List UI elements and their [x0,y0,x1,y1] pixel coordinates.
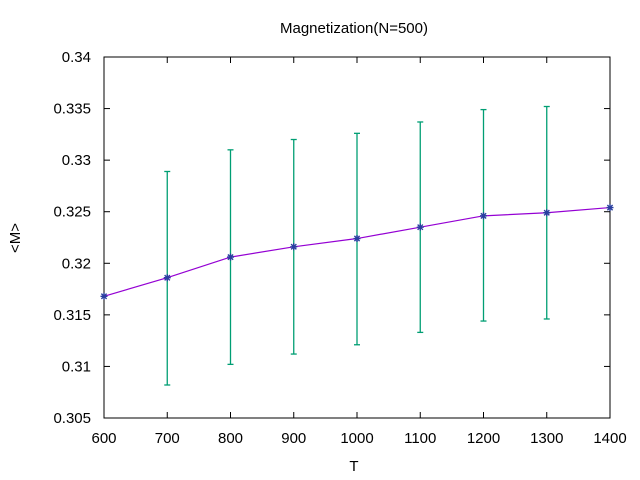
data-point [290,243,298,251]
y-tick-label: 0.325 [53,204,91,221]
data-point [606,204,614,212]
chart-title: Magnetization(N=500) [280,20,428,37]
x-axis-label: T [349,458,358,475]
data-point [416,223,424,231]
data-point [163,274,171,282]
x-tick-label: 900 [281,430,306,447]
x-tick-label: 800 [218,430,243,447]
x-tick-label: 1000 [340,430,373,447]
x-tick-label: 1200 [467,430,500,447]
x-tick-label: 1100 [404,430,436,447]
y-tick-label: 0.305 [53,410,91,427]
y-tick-label: 0.32 [62,255,91,272]
y-tick-label: 0.31 [62,358,91,375]
plot-area: 600 700 800 900 1000 1100 1200 1300 1400 0.305 0.3… [53,49,626,447]
x-tick-label: 600 [91,430,116,447]
x-tick-label: 1300 [530,430,563,447]
y-tick-label: 0.33 [62,152,91,169]
data-point [480,212,487,220]
y-tick-label: 0.315 [53,307,91,324]
data-point [353,235,361,243]
data-point [543,209,551,217]
y-tick-label: 0.34 [62,49,91,66]
y-axis-label: <M> [7,223,24,253]
data-point [100,292,108,300]
y-tick-label: 0.335 [53,101,91,118]
x-tick-label: 1400 [593,430,626,447]
x-tick-label: 700 [155,430,180,447]
data-point [227,253,234,261]
